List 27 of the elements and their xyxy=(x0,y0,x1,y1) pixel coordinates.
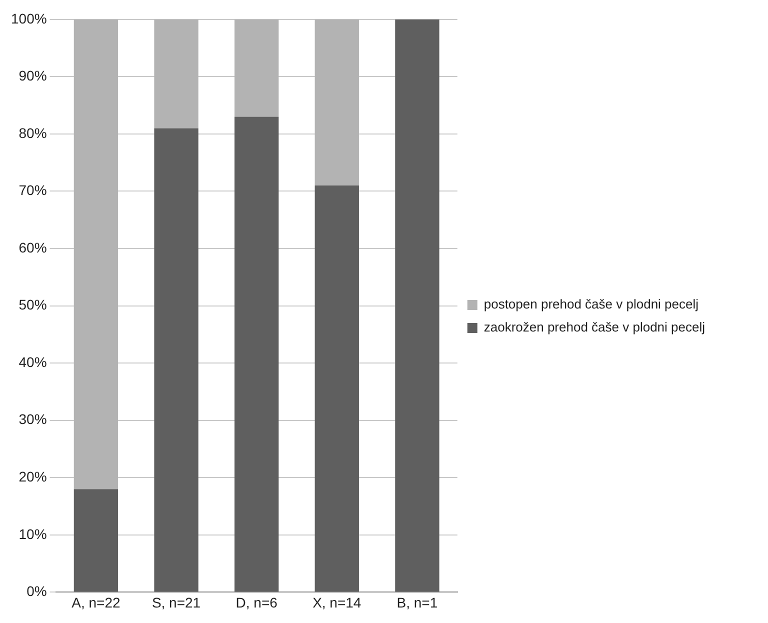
bar xyxy=(314,19,359,186)
x-tick-label: A, n=22 xyxy=(72,594,120,610)
x-tick-label: D, n=6 xyxy=(236,594,278,610)
bar xyxy=(74,489,118,592)
y-tick-label: 30% xyxy=(18,411,47,428)
bar xyxy=(314,186,359,592)
x-tick-label: X, n=14 xyxy=(312,594,362,610)
x-tick-label: S, n=21 xyxy=(152,594,201,610)
y-tick-label: 80% xyxy=(18,124,47,141)
y-tick-label: 10% xyxy=(18,526,47,542)
y-tick-label: 50% xyxy=(18,296,47,313)
y-tick-label: 0% xyxy=(26,583,47,600)
y-tick-label: 40% xyxy=(18,354,47,370)
bar xyxy=(154,19,198,128)
y-tick-label: 60% xyxy=(18,239,47,256)
x-tick-label: B, n=1 xyxy=(396,594,438,610)
legend-label: postopen prehod čaše v plodni pecelj xyxy=(484,296,699,312)
y-tick-label: 70% xyxy=(18,182,47,198)
bar xyxy=(395,19,440,592)
y-tick-label: 90% xyxy=(18,68,47,84)
y-tick-label: 100% xyxy=(10,10,47,26)
y-tick-label: 20% xyxy=(18,468,47,484)
bar xyxy=(154,128,198,592)
bar xyxy=(234,19,279,117)
bar xyxy=(74,19,118,490)
legend-label: zaokrožen prehod čaše v plodni pecelj xyxy=(484,320,706,335)
bar xyxy=(234,116,279,592)
